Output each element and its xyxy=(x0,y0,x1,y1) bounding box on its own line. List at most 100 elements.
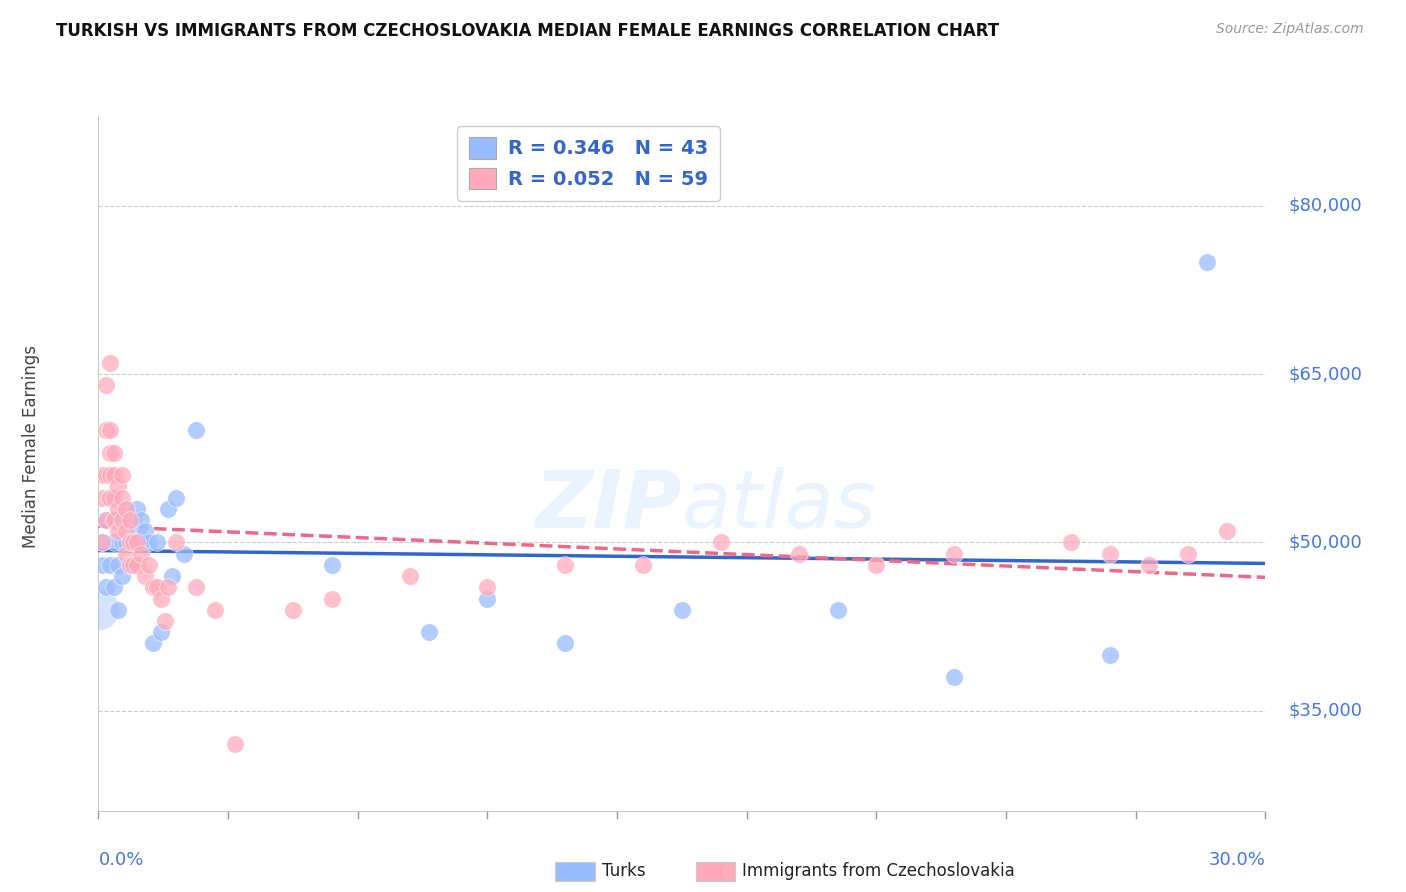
Point xyxy=(184,580,207,594)
Text: TURKISH VS IMMIGRANTS FROM CZECHOSLOVAKIA MEDIAN FEMALE EARNINGS CORRELATION CHA: TURKISH VS IMMIGRANTS FROM CZECHOSLOVAKI… xyxy=(56,22,1000,40)
Point xyxy=(118,558,141,572)
Point xyxy=(96,468,118,483)
Point xyxy=(98,423,121,437)
Point xyxy=(107,558,129,572)
Point xyxy=(554,636,576,650)
Point xyxy=(477,591,499,606)
Point xyxy=(96,378,118,392)
Point xyxy=(418,625,440,640)
Point xyxy=(204,603,226,617)
Point xyxy=(103,468,125,483)
Point xyxy=(146,580,169,594)
Point xyxy=(631,558,654,572)
Point xyxy=(134,569,156,583)
Point xyxy=(127,558,149,572)
Point xyxy=(943,547,966,561)
Point xyxy=(114,547,136,561)
Point xyxy=(162,569,184,583)
Text: $50,000: $50,000 xyxy=(1289,533,1362,551)
Point xyxy=(103,535,125,549)
Point xyxy=(184,423,207,437)
Point xyxy=(173,547,195,561)
Point xyxy=(103,491,125,505)
Point xyxy=(91,535,114,549)
Point xyxy=(138,535,160,549)
Point xyxy=(87,603,110,617)
Point xyxy=(91,468,114,483)
Point xyxy=(96,513,118,527)
Point xyxy=(146,535,169,549)
Point xyxy=(127,501,149,516)
Point xyxy=(477,580,499,594)
Point xyxy=(671,603,693,617)
Point xyxy=(281,603,304,617)
Point xyxy=(91,491,114,505)
Point xyxy=(865,558,887,572)
Point xyxy=(1195,255,1218,269)
Point xyxy=(96,423,118,437)
Text: 30.0%: 30.0% xyxy=(1209,851,1265,869)
Point xyxy=(127,524,149,538)
Point xyxy=(321,558,343,572)
Point xyxy=(107,479,129,493)
Point xyxy=(118,513,141,527)
Point xyxy=(122,535,145,549)
Text: atlas: atlas xyxy=(682,467,877,545)
Text: Median Female Earnings: Median Female Earnings xyxy=(22,344,39,548)
Text: Turks: Turks xyxy=(602,863,645,880)
Point xyxy=(107,603,129,617)
Point xyxy=(103,445,125,459)
Point xyxy=(554,558,576,572)
Point xyxy=(165,535,187,549)
Point xyxy=(107,501,129,516)
Point xyxy=(96,580,118,594)
Point xyxy=(1215,524,1237,538)
Point xyxy=(111,569,134,583)
Point xyxy=(111,535,134,549)
Point xyxy=(142,636,165,650)
Point xyxy=(98,445,121,459)
Point xyxy=(1060,535,1083,549)
Point xyxy=(398,569,420,583)
Point xyxy=(98,491,121,505)
Point xyxy=(127,535,149,549)
Point xyxy=(138,558,160,572)
Text: Immigrants from Czechoslovakia: Immigrants from Czechoslovakia xyxy=(742,863,1015,880)
Point xyxy=(165,491,187,505)
Point xyxy=(114,524,136,538)
Point xyxy=(142,580,165,594)
Point xyxy=(98,468,121,483)
Legend: R = 0.346   N = 43, R = 0.052   N = 59: R = 0.346 N = 43, R = 0.052 N = 59 xyxy=(457,126,720,201)
Point xyxy=(1098,648,1121,662)
Point xyxy=(98,356,121,370)
Text: $35,000: $35,000 xyxy=(1289,702,1362,720)
Point xyxy=(114,501,136,516)
Point xyxy=(122,535,145,549)
Point xyxy=(111,513,134,527)
Text: 0.0%: 0.0% xyxy=(98,851,143,869)
Point xyxy=(111,491,134,505)
Point xyxy=(114,535,136,549)
Point xyxy=(103,513,125,527)
Point xyxy=(103,513,125,527)
Point xyxy=(321,591,343,606)
Point xyxy=(149,625,172,640)
Point xyxy=(98,558,121,572)
Point xyxy=(107,524,129,538)
Point xyxy=(129,535,152,549)
Point xyxy=(1177,547,1199,561)
Point xyxy=(118,558,141,572)
Point xyxy=(827,603,849,617)
Point xyxy=(157,580,180,594)
Point xyxy=(1137,558,1160,572)
Point xyxy=(787,547,810,561)
Point xyxy=(1098,547,1121,561)
Point xyxy=(91,558,114,572)
Point xyxy=(111,513,134,527)
Point xyxy=(122,558,145,572)
Point xyxy=(134,524,156,538)
Point xyxy=(122,513,145,527)
Point xyxy=(157,501,180,516)
Point xyxy=(98,491,121,505)
Point xyxy=(96,513,118,527)
